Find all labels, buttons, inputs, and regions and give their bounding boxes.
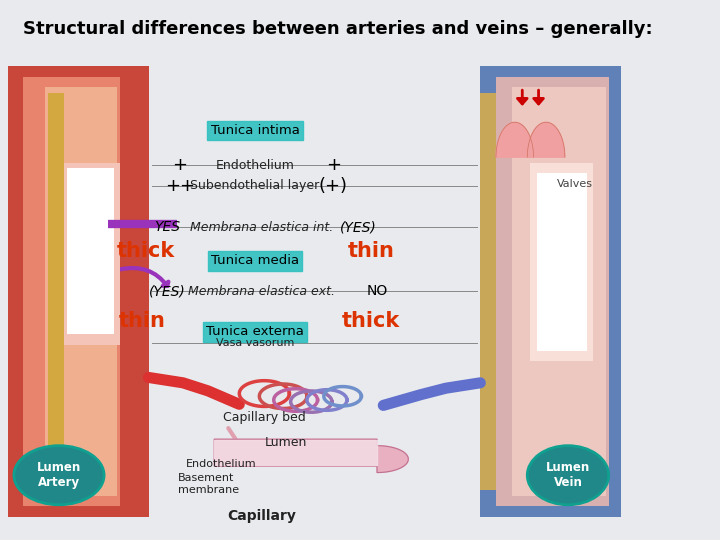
Ellipse shape xyxy=(527,446,608,505)
FancyBboxPatch shape xyxy=(480,66,621,517)
Text: thin: thin xyxy=(347,241,395,261)
Text: YES: YES xyxy=(154,220,180,234)
Ellipse shape xyxy=(14,446,104,505)
Text: membrane: membrane xyxy=(178,485,239,495)
Text: Tunica externa: Tunica externa xyxy=(206,325,304,338)
Text: Endothelium: Endothelium xyxy=(186,460,257,469)
Text: (YES): (YES) xyxy=(149,285,186,299)
Text: Subendothelial layer: Subendothelial layer xyxy=(190,179,320,192)
Text: Valves: Valves xyxy=(557,179,593,189)
Text: Structural differences between arteries and veins – generally:: Structural differences between arteries … xyxy=(23,20,653,38)
FancyBboxPatch shape xyxy=(512,87,606,496)
Text: Capillary: Capillary xyxy=(227,509,296,523)
Text: (YES): (YES) xyxy=(340,220,377,234)
FancyBboxPatch shape xyxy=(67,168,114,334)
Text: NO: NO xyxy=(366,285,387,299)
FancyBboxPatch shape xyxy=(48,93,64,490)
FancyBboxPatch shape xyxy=(536,173,587,350)
FancyBboxPatch shape xyxy=(64,163,120,345)
FancyBboxPatch shape xyxy=(23,77,120,507)
Text: +: + xyxy=(325,156,341,174)
Text: Lumen: Lumen xyxy=(265,436,307,449)
Polygon shape xyxy=(215,439,408,472)
Text: Membrana elastica int.: Membrana elastica int. xyxy=(189,220,333,233)
Text: Lumen
Artery: Lumen Artery xyxy=(37,461,81,489)
Text: Tunica intima: Tunica intima xyxy=(210,124,300,137)
Text: Tunica media: Tunica media xyxy=(211,254,299,267)
Text: Endothelium: Endothelium xyxy=(215,159,294,172)
Text: thin: thin xyxy=(119,311,166,331)
Text: Lumen
Vein: Lumen Vein xyxy=(546,461,590,489)
FancyBboxPatch shape xyxy=(496,77,608,507)
Text: Membrana elastica ext.: Membrana elastica ext. xyxy=(188,285,335,298)
Text: Vasa vasorum: Vasa vasorum xyxy=(216,338,294,348)
Text: Basement: Basement xyxy=(178,474,234,483)
Polygon shape xyxy=(527,122,565,157)
Text: thick: thick xyxy=(116,241,174,261)
FancyBboxPatch shape xyxy=(531,163,593,361)
Text: +: + xyxy=(172,156,187,174)
FancyBboxPatch shape xyxy=(480,93,496,490)
FancyBboxPatch shape xyxy=(45,87,117,496)
Text: thick: thick xyxy=(342,311,400,331)
FancyBboxPatch shape xyxy=(1,2,627,66)
Text: Capillary bed: Capillary bed xyxy=(223,411,306,424)
Text: (+): (+) xyxy=(319,177,348,194)
Text: ++: ++ xyxy=(165,177,195,194)
FancyBboxPatch shape xyxy=(8,66,148,517)
Polygon shape xyxy=(496,122,534,157)
